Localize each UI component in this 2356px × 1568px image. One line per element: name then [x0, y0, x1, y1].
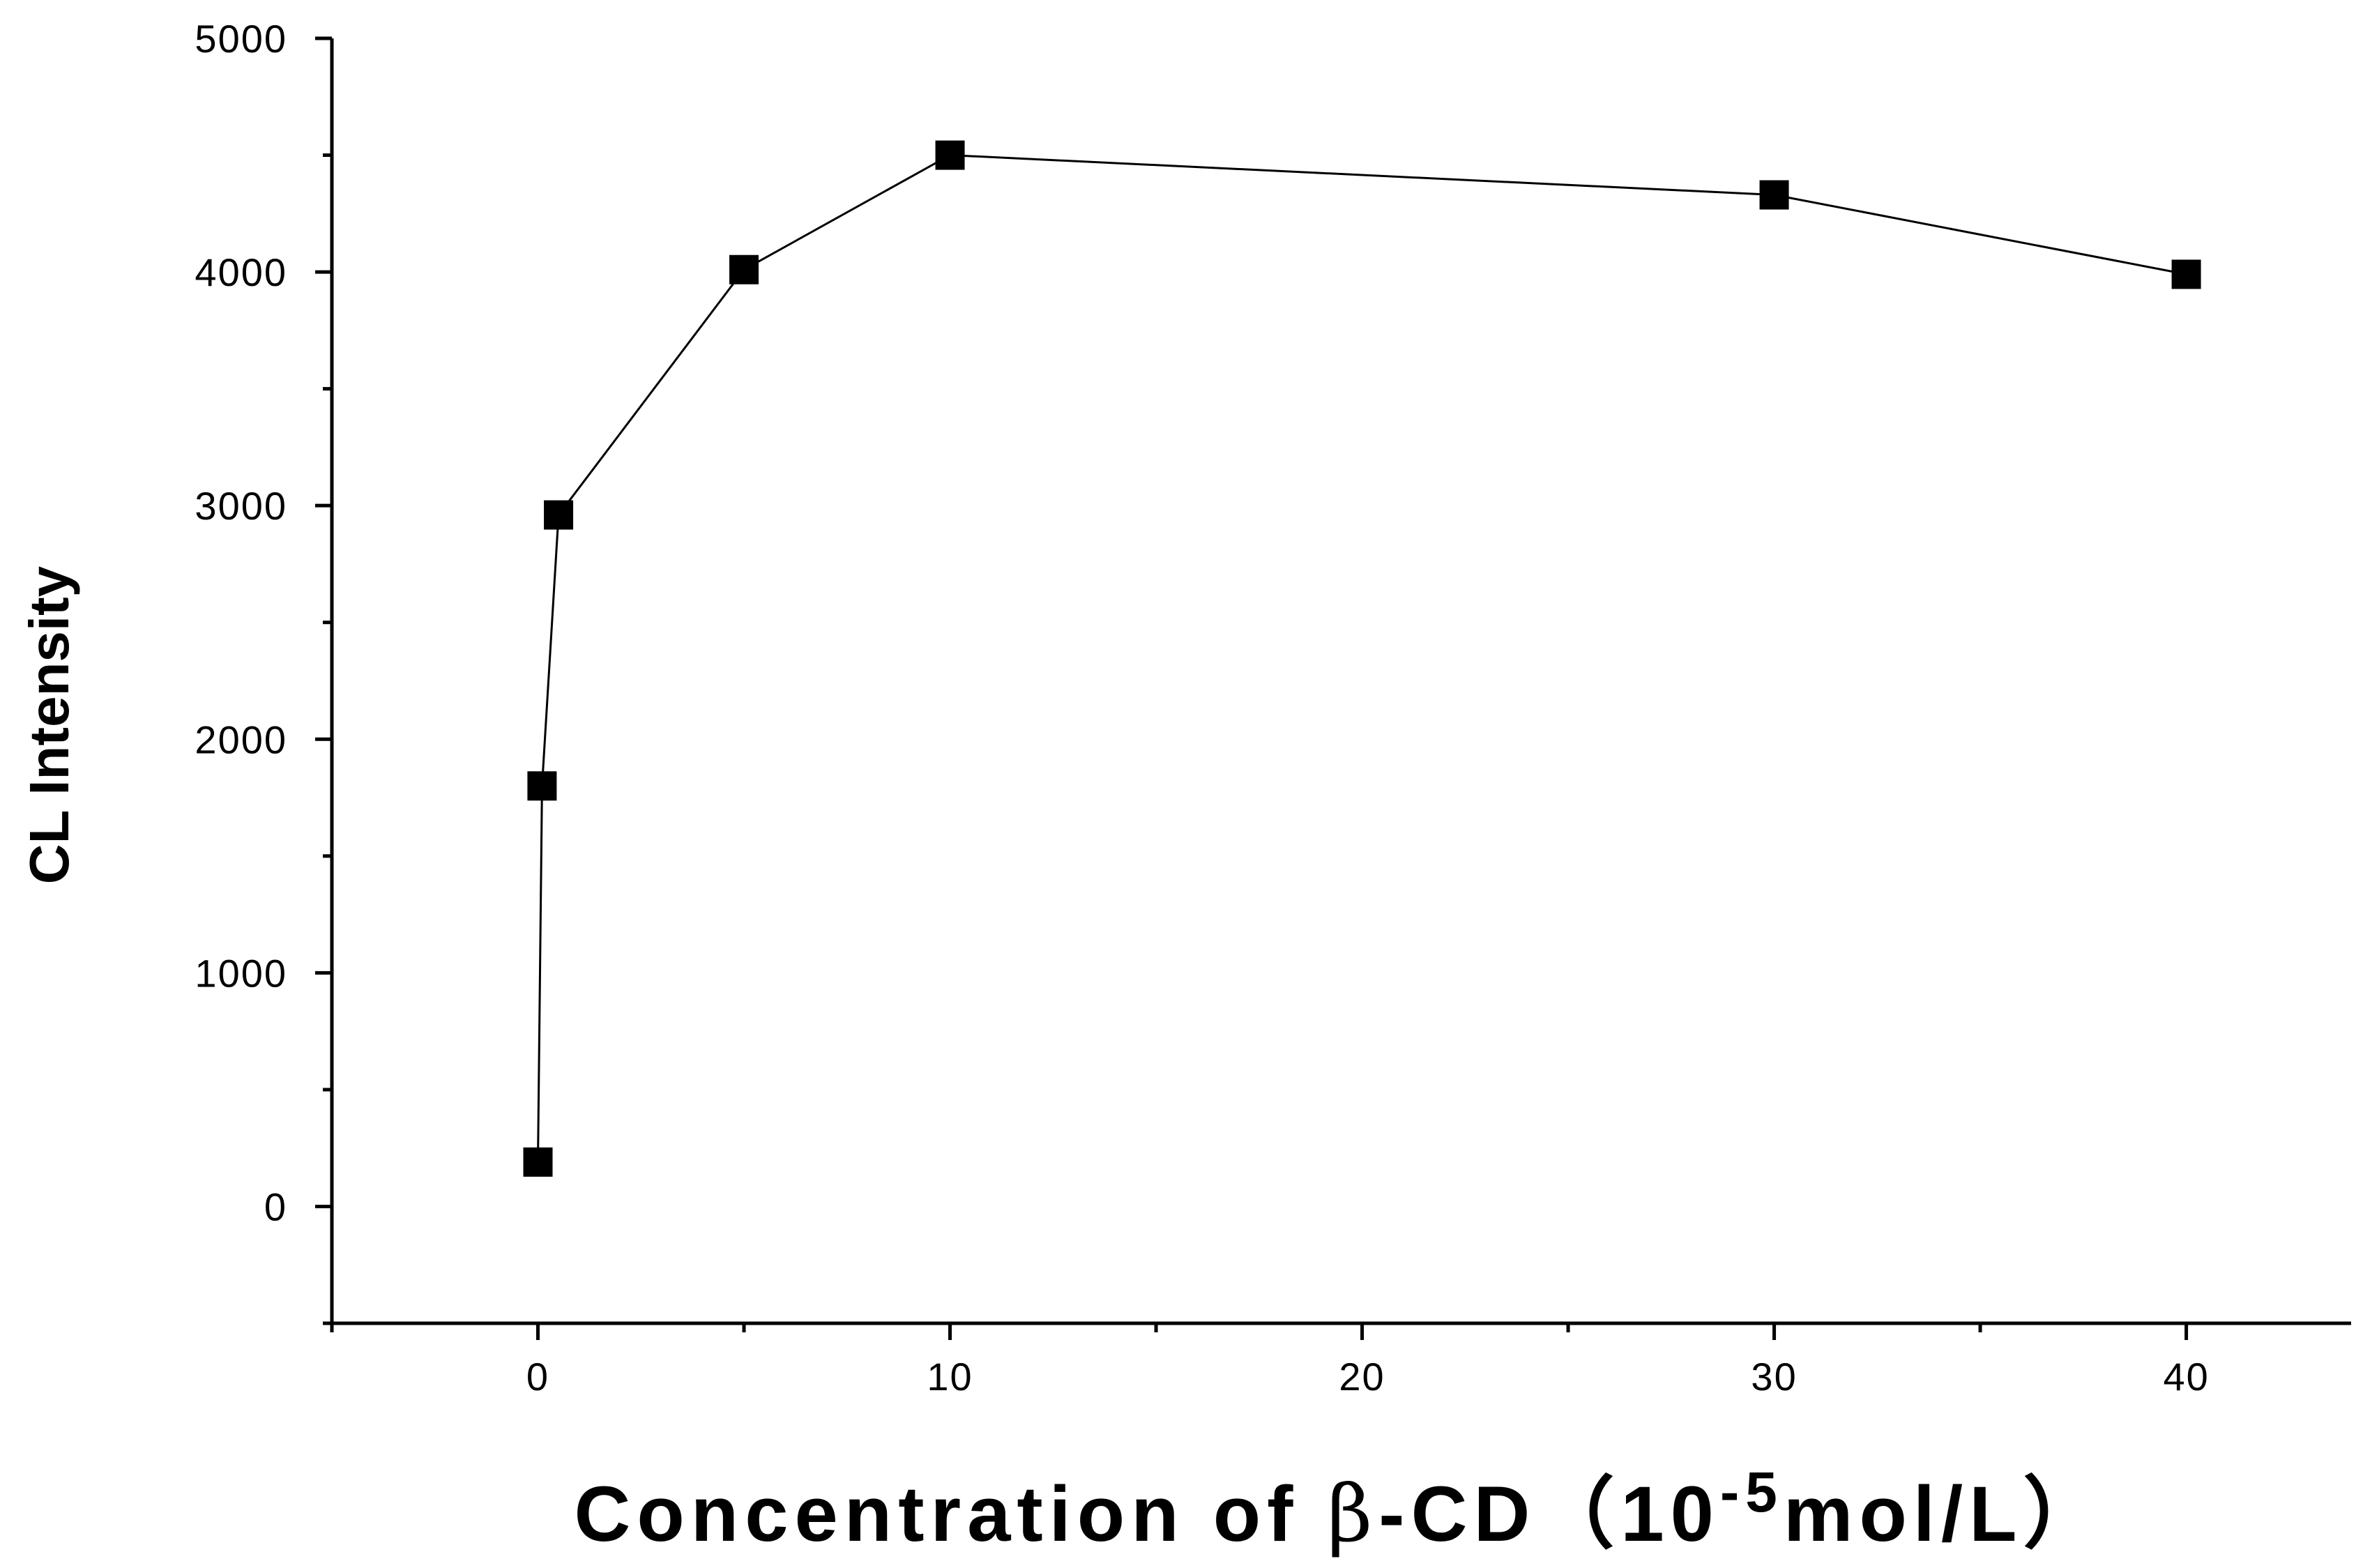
y-axis-ticks: 0 1000 2000 3000 4000 5000 [195, 17, 332, 1325]
y-tick-label: 4000 [195, 250, 287, 294]
x-tick-label: 30 [1751, 1355, 1797, 1399]
y-tick-label: 2000 [195, 717, 287, 761]
series-line [537, 153, 2187, 1162]
x-tick-label: 0 [526, 1355, 549, 1399]
x-axis-title-superscript: -5 [1720, 1461, 1784, 1524]
x-tick-label: 10 [927, 1355, 973, 1399]
series-markers [523, 140, 2201, 1177]
data-point-marker [2171, 259, 2201, 289]
x-axis-title: Concentration of β-CD（10-5mol/L） [574, 1461, 2107, 1560]
y-tick-label: 5000 [195, 17, 287, 61]
y-tick-label: 1000 [195, 951, 287, 995]
y-tick-label: 0 [264, 1185, 287, 1228]
data-point-marker [544, 500, 574, 530]
data-point-marker [729, 254, 759, 284]
plot-area: 0 1000 2000 3000 4000 5000 0 10 20 30 40 [195, 17, 2351, 1399]
data-point-marker [935, 140, 965, 170]
x-axis-ticks: 0 10 20 30 40 [330, 1323, 2209, 1399]
y-tick-label: 3000 [195, 484, 287, 528]
data-point-marker [527, 771, 557, 801]
data-point-marker [1759, 180, 1789, 210]
y-axis-title: CL Intensity [18, 565, 80, 884]
x-axis-title-beta: β [1328, 1469, 1379, 1560]
x-tick-label: 20 [1339, 1355, 1385, 1399]
x-tick-label: 40 [2163, 1355, 2209, 1399]
data-point-marker [523, 1147, 553, 1177]
